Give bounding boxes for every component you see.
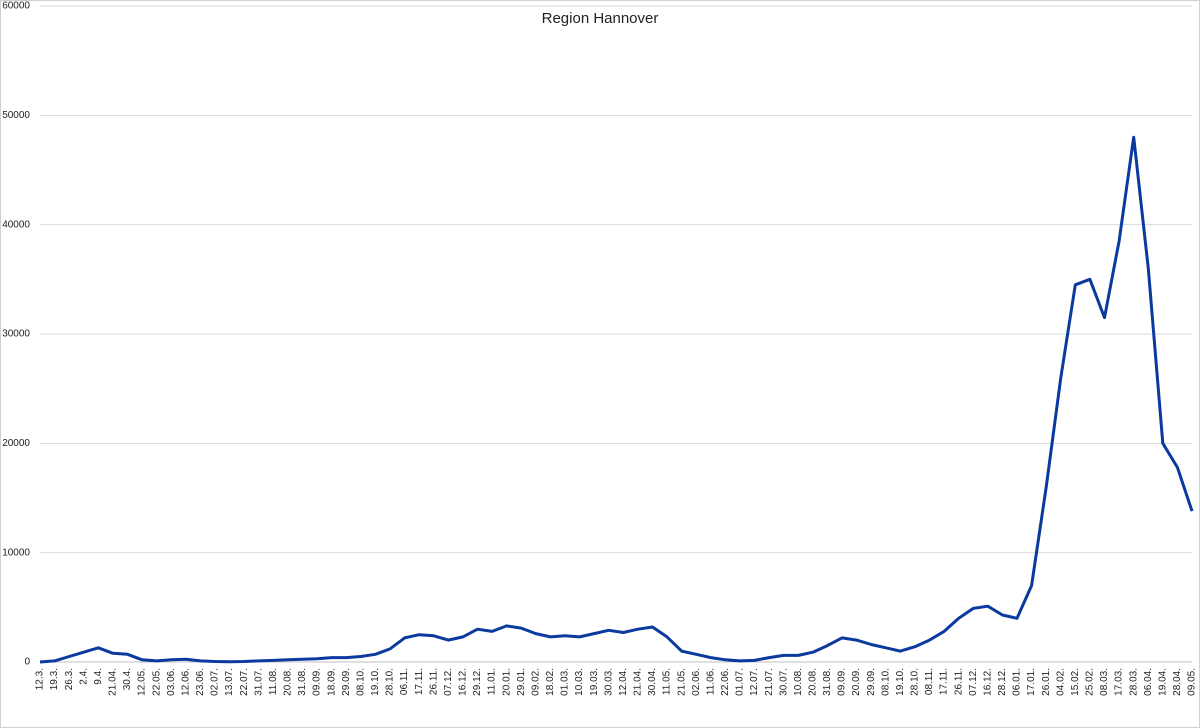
x-tick-label: 28.04. [1172, 668, 1183, 696]
x-tick-label: 10.03. [574, 668, 585, 696]
x-tick-label: 26.01. [1041, 668, 1052, 696]
x-tick-label: 17.03. [1114, 668, 1125, 696]
x-tick-label: 26.11. [953, 668, 964, 695]
x-tick-label: 22.05. [151, 668, 162, 696]
x-tick-label: 29.09. [866, 668, 877, 696]
x-tick-label: 17.11. [414, 668, 425, 695]
x-tick-label: 21.05. [676, 668, 687, 696]
x-tick-label: 23.06. [195, 668, 206, 696]
x-tick-label: 09.09. [837, 668, 848, 696]
x-tick-label: 11.06. [705, 668, 716, 695]
y-tick-label: 50000 [2, 110, 30, 121]
x-tick-label: 02.06. [691, 668, 702, 696]
x-tick-label: 19.10. [370, 668, 381, 696]
x-tick-label: 22.07. [239, 668, 250, 696]
x-tick-label: 28.10. [910, 668, 921, 696]
x-tick-label: 20.08. [283, 668, 294, 696]
x-tick-label: 25.02. [1085, 668, 1096, 696]
x-tick-label: 19.04. [1157, 668, 1168, 696]
x-tick-label: 08.10. [880, 668, 891, 696]
x-tick-label: 31.08. [822, 668, 833, 696]
y-tick-label: 0 [24, 657, 30, 668]
x-tick-label: 16.12. [458, 668, 469, 696]
x-tick-label: 20.09. [851, 668, 862, 696]
x-tick-label: 29.01. [516, 668, 527, 696]
x-tick-label: 19.03. [589, 668, 600, 696]
x-tick-label: 21.07. [764, 668, 775, 696]
x-tick-label: 15.02. [1070, 668, 1081, 696]
x-tick-label: 03.06. [166, 668, 177, 696]
x-tick-label: 30.4. [122, 668, 133, 690]
x-tick-label: 19.10. [895, 668, 906, 696]
x-tick-label: 06.01. [1012, 668, 1023, 696]
x-tick-label: 09.09. [312, 668, 323, 696]
x-tick-label: 13.07. [224, 668, 235, 696]
x-tick-label: 09.02. [530, 668, 541, 696]
x-tick-label: 08.03. [1099, 668, 1110, 696]
x-tick-label: 28.10. [385, 668, 396, 696]
x-tick-label: 04.02. [1055, 668, 1066, 696]
y-tick-label: 60000 [2, 1, 30, 12]
x-tick-label: 10.08. [793, 668, 804, 696]
x-tick-label: 20.08. [808, 668, 819, 696]
x-tick-label: 11.01. [487, 668, 498, 695]
x-tick-label: 07.12. [968, 668, 979, 696]
x-tick-label: 22.06. [720, 668, 731, 696]
x-tick-label: 11.05. [662, 668, 673, 695]
x-tick-label: 28.12. [997, 668, 1008, 696]
x-tick-label: 30.03. [603, 668, 614, 696]
x-tick-label: 17.01. [1026, 668, 1037, 696]
x-tick-label: 9.4. [93, 668, 104, 685]
x-tick-label: 02.07. [210, 668, 221, 696]
x-tick-label: 19.3. [49, 668, 60, 690]
x-tick-label: 08.10. [355, 668, 366, 696]
x-tick-label: 28.03. [1128, 668, 1139, 696]
x-tick-label: 2.4. [78, 668, 89, 685]
x-tick-label: 26.11. [428, 668, 439, 695]
y-tick-label: 20000 [2, 438, 30, 449]
x-tick-label: 29.09. [341, 668, 352, 696]
x-tick-label: 18.02. [545, 668, 556, 696]
data-line [39, 135, 1194, 664]
x-tick-label: 30.04. [647, 668, 658, 696]
chart-title: Region Hannover [542, 10, 659, 27]
y-tick-label: 30000 [2, 329, 30, 340]
x-tick-label: 01.03. [560, 668, 571, 696]
x-tick-label: 31.07. [253, 668, 264, 696]
x-tick-label: 26.3. [64, 668, 75, 690]
x-tick-label: 31.08. [297, 668, 308, 696]
x-tick-label: 17.11. [939, 668, 950, 695]
x-tick-label: 16.12. [982, 668, 993, 696]
x-tick-label: 29.12. [472, 668, 483, 696]
x-tick-label: 18.09. [326, 668, 337, 696]
x-tick-label: 01.07. [735, 668, 746, 696]
x-tick-label: 12.04. [618, 668, 629, 696]
x-tick-label: 12.07. [749, 668, 760, 696]
x-tick-label: 12.3. [35, 668, 46, 690]
x-tick-label: 11.08. [268, 668, 279, 695]
x-tick-label: 09.05. [1187, 668, 1198, 696]
x-tick-label: 06.11. [399, 668, 410, 695]
x-tick-label: 12.06. [180, 668, 191, 696]
x-tick-label: 07.12. [443, 668, 454, 696]
x-tick-label: 21.04. [633, 668, 644, 696]
x-tick-label: 08.11. [924, 668, 935, 695]
y-tick-label: 40000 [2, 219, 30, 230]
y-tick-label: 10000 [2, 547, 30, 558]
x-tick-label: 06.04. [1143, 668, 1154, 696]
x-tick-label: 12.05. [137, 668, 148, 696]
x-tick-label: 20.01. [501, 668, 512, 696]
x-tick-label: 30.07. [778, 668, 789, 696]
x-tick-label: 21.04. [108, 668, 119, 696]
